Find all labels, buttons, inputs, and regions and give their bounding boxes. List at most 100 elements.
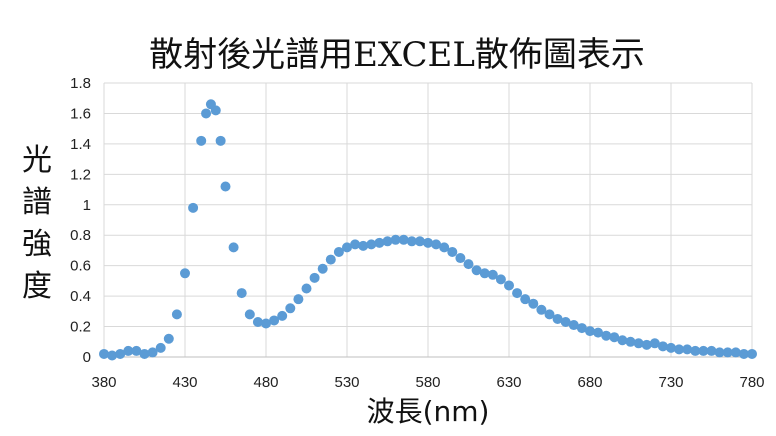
- y-tick-label: 1.6: [70, 105, 91, 122]
- data-point: [358, 240, 369, 251]
- y-axis-label-char: 譜: [22, 185, 52, 220]
- data-point: [107, 350, 118, 361]
- data-point: [609, 332, 620, 343]
- data-point: [123, 345, 134, 356]
- data-point: [479, 268, 490, 279]
- data-point: [317, 263, 328, 274]
- data-point: [633, 338, 644, 349]
- data-point: [520, 294, 531, 305]
- data-point: [714, 347, 725, 358]
- data-point: [568, 320, 579, 331]
- data-point: [423, 237, 433, 248]
- y-axis-label-char: 度: [22, 269, 52, 304]
- data-point: [666, 342, 676, 353]
- data-point: [325, 254, 336, 265]
- data-point: [512, 288, 523, 299]
- data-point: [252, 316, 263, 327]
- data-points: [99, 99, 757, 361]
- data-point: [406, 236, 417, 247]
- data-point: [601, 330, 612, 341]
- data-point: [293, 294, 304, 305]
- data-point: [350, 239, 361, 250]
- data-point: [447, 246, 458, 257]
- data-point: [147, 347, 158, 358]
- data-point: [560, 316, 571, 327]
- data-point: [115, 348, 126, 359]
- y-axis-label-char: 強: [22, 227, 52, 262]
- data-point: [398, 234, 409, 245]
- data-point: [585, 326, 595, 337]
- data-point: [463, 259, 474, 270]
- data-point: [155, 342, 166, 353]
- y-tick-label: 1.4: [70, 136, 91, 153]
- data-point: [690, 345, 701, 356]
- data-point: [139, 348, 150, 359]
- data-point: [236, 288, 247, 299]
- y-tick-label: 0: [83, 349, 91, 366]
- data-point: [277, 310, 288, 321]
- data-point: [495, 274, 506, 285]
- data-point: [439, 242, 450, 253]
- data-point: [201, 108, 212, 119]
- data-point: [544, 309, 555, 320]
- data-point: [171, 309, 182, 320]
- data-point: [730, 347, 741, 358]
- data-point: [215, 135, 226, 146]
- data-point: [342, 242, 352, 253]
- y-tick-label: 0.8: [70, 227, 91, 244]
- data-point: [99, 348, 109, 359]
- data-point: [641, 339, 652, 350]
- data-point: [309, 272, 320, 283]
- x-tick-label: 580: [415, 374, 440, 391]
- gridlines: [103, 82, 753, 357]
- data-point: [455, 253, 466, 264]
- x-tick-label: 530: [334, 374, 359, 391]
- y-tick-label: 0.2: [70, 319, 91, 336]
- x-tick-label: 680: [577, 374, 602, 391]
- data-point: [244, 309, 255, 320]
- data-point: [228, 242, 239, 253]
- data-point: [536, 304, 547, 315]
- data-point: [180, 268, 190, 279]
- axes: 0 0.2 0.4 0.6 0.8 1 1.2 1.4 1.6 1.8 380 430 480 530 58…: [70, 75, 764, 391]
- x-tick-label: 630: [496, 374, 521, 391]
- data-point: [747, 348, 757, 359]
- data-point: [163, 333, 174, 344]
- data-point: [471, 265, 482, 276]
- x-axis-label: 波長(nm): [367, 395, 490, 428]
- chart-title: 散射後光譜用EXCEL散佈圖表示: [149, 35, 645, 75]
- data-point: [285, 303, 296, 314]
- x-tick-label: 730: [658, 374, 683, 391]
- data-point: [722, 347, 733, 358]
- x-tick-label: 430: [172, 374, 197, 391]
- data-point: [414, 236, 425, 247]
- y-tick-label: 0.4: [70, 288, 91, 305]
- data-point: [196, 135, 207, 146]
- data-point: [431, 239, 442, 250]
- data-point: [210, 105, 221, 116]
- y-tick-label: 1.2: [70, 166, 91, 183]
- data-point: [552, 313, 563, 324]
- data-point: [617, 335, 628, 346]
- x-tick-label: 780: [739, 374, 764, 391]
- data-point: [674, 344, 685, 355]
- data-point: [576, 323, 587, 334]
- data-point: [738, 348, 749, 359]
- data-point: [220, 181, 231, 192]
- data-point: [188, 202, 199, 213]
- y-tick-label: 1.8: [70, 75, 91, 92]
- data-point: [649, 338, 660, 349]
- y-axis-label-char: 光: [22, 143, 52, 178]
- data-point: [504, 280, 514, 291]
- y-tick-label: 0.6: [70, 258, 91, 275]
- data-point: [528, 298, 539, 309]
- data-point: [333, 246, 344, 257]
- data-point: [301, 283, 312, 294]
- data-point: [382, 236, 393, 247]
- data-point: [269, 315, 280, 326]
- data-point: [131, 345, 142, 356]
- data-point: [698, 345, 709, 356]
- data-point: [625, 336, 636, 347]
